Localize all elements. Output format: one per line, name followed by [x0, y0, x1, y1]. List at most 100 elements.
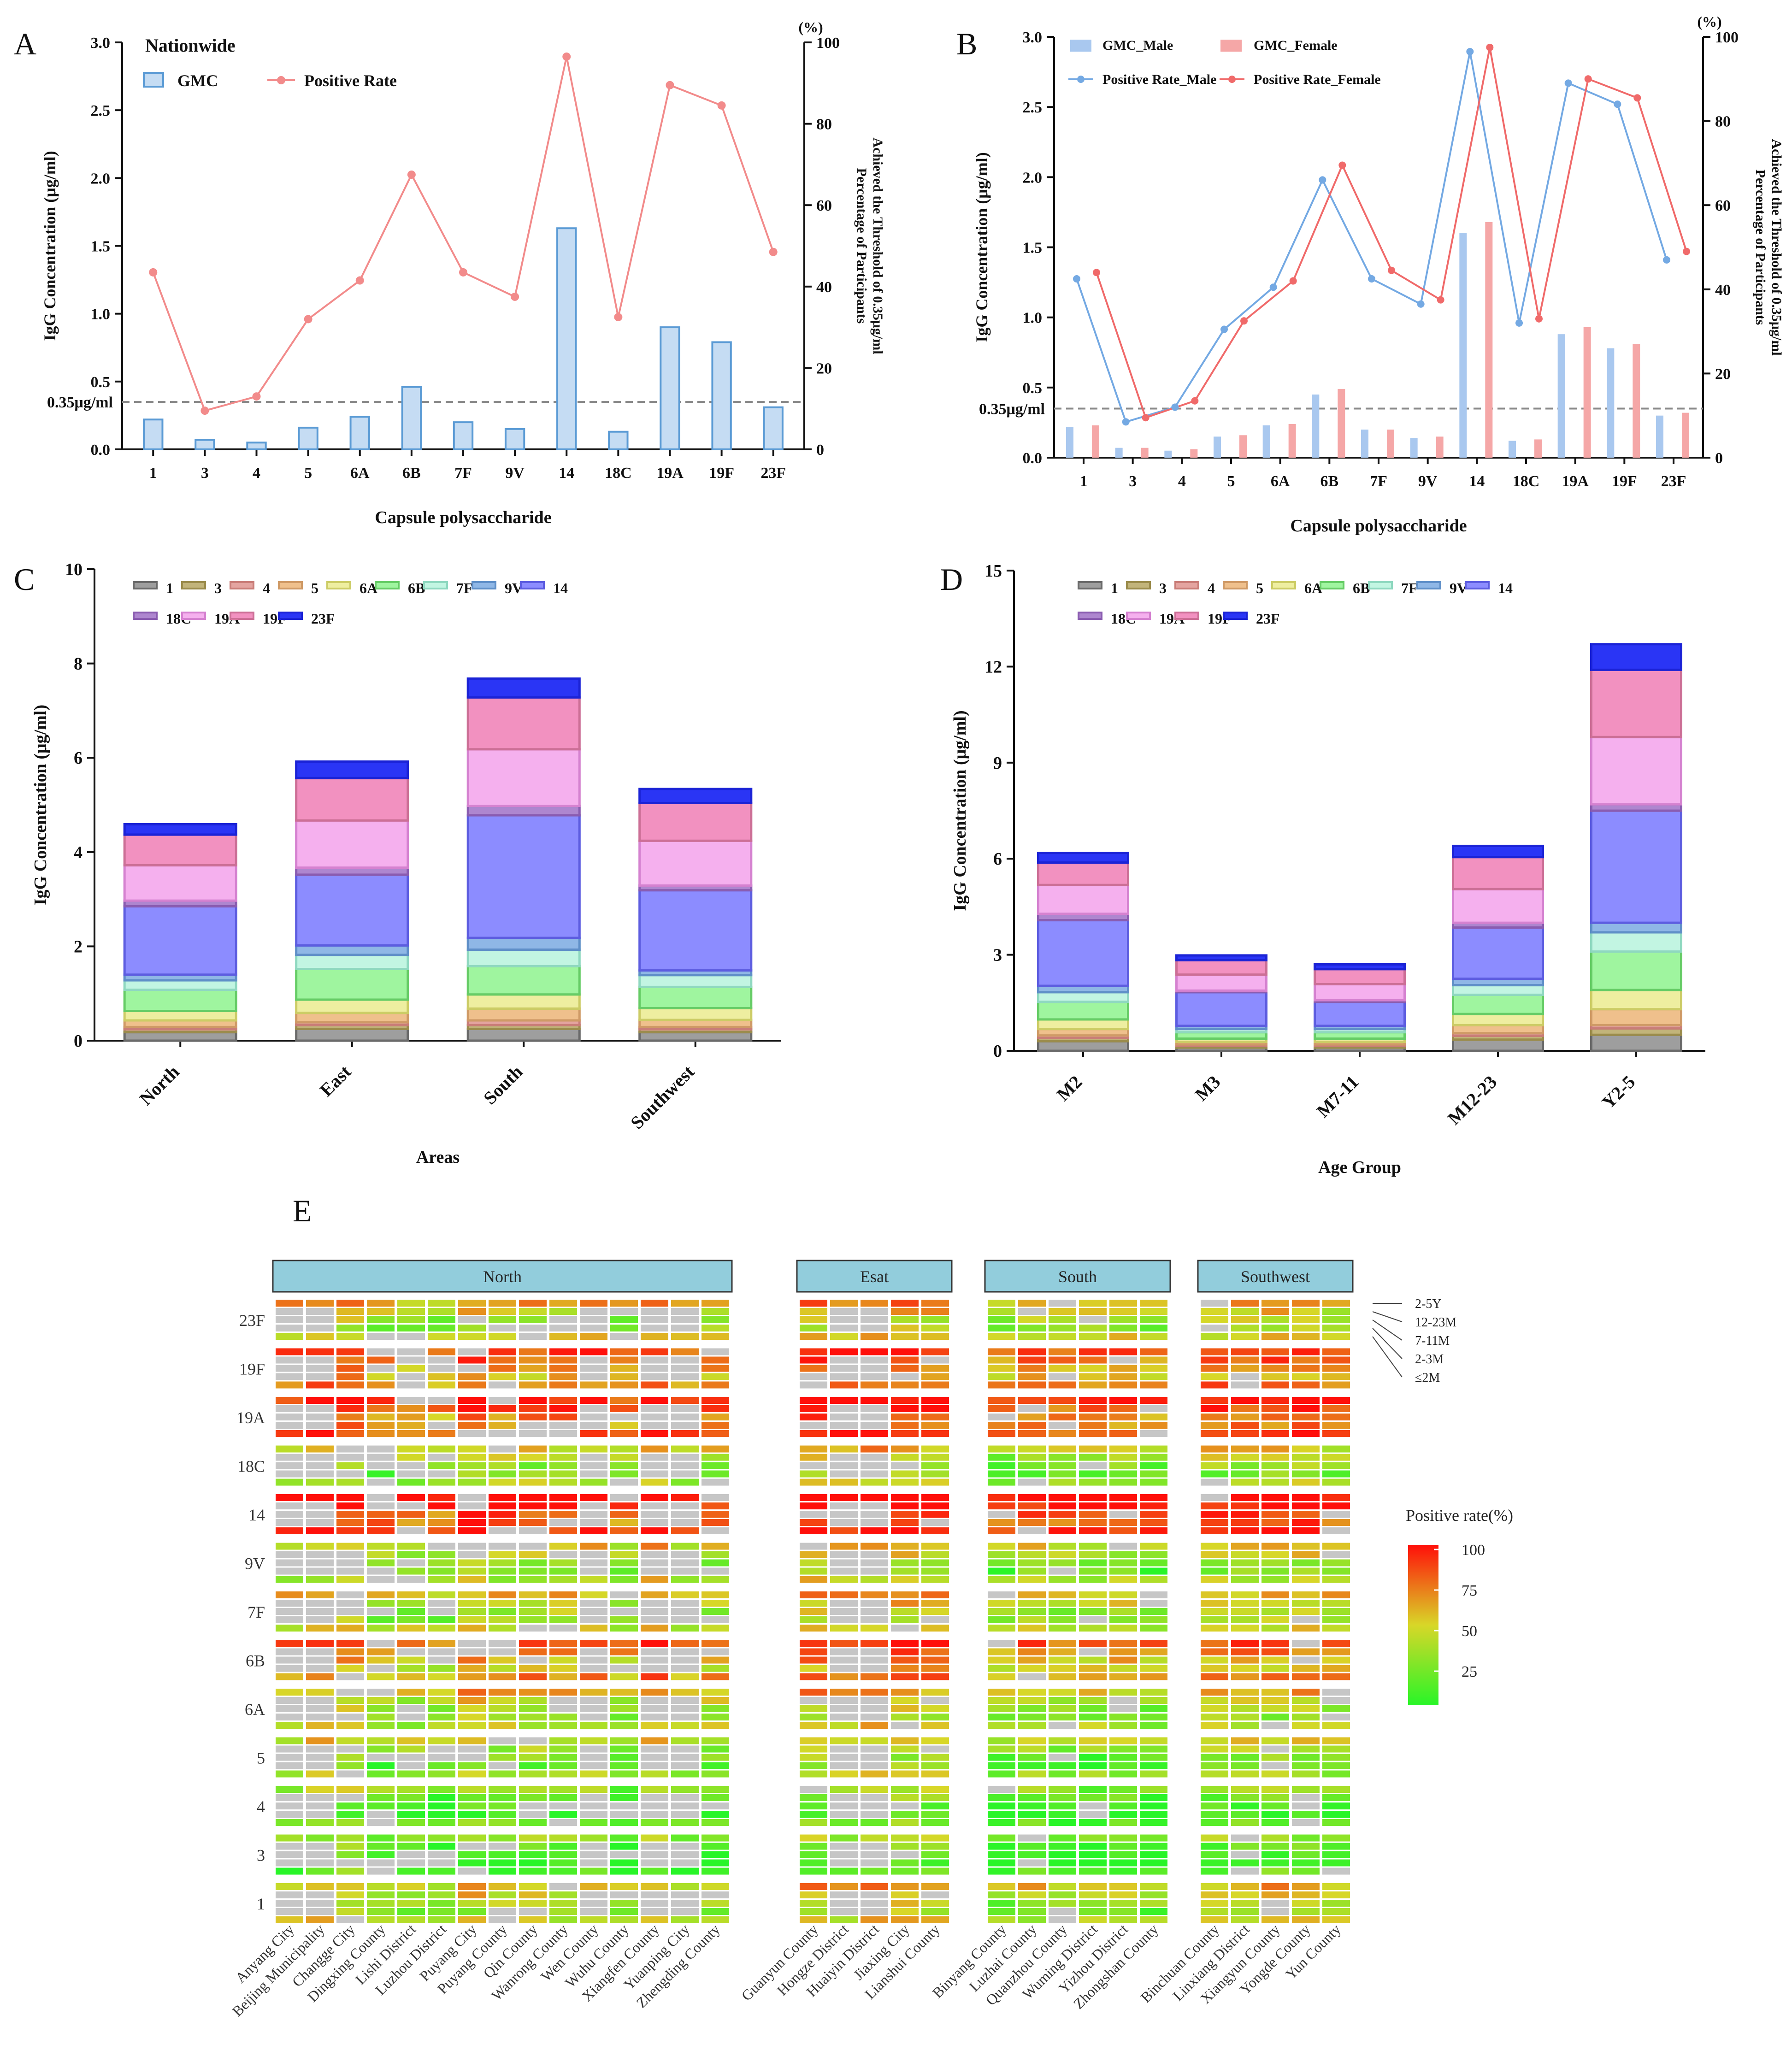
heatmap-cell — [336, 1714, 364, 1720]
heatmap-cell — [580, 1705, 607, 1712]
colorbar-tick-label: 50 — [1462, 1623, 1477, 1640]
heatmap-cell — [519, 1502, 547, 1509]
heatmap-cell — [701, 1625, 729, 1632]
x-axis-title: Areas — [416, 1148, 460, 1167]
heatmap-cell — [1322, 1811, 1350, 1818]
heatmap-cell — [489, 1462, 516, 1469]
stack-segment-1 — [638, 1031, 753, 1042]
heatmap-cell — [891, 1567, 919, 1575]
heatmap-cell — [861, 1454, 888, 1461]
heatmap-cell — [1201, 1900, 1228, 1907]
heatmap-cell — [306, 1859, 334, 1867]
heatmap-cell — [1018, 1640, 1046, 1647]
heatmap-cell — [367, 1648, 395, 1655]
heatmap-cell — [336, 1519, 364, 1526]
heatmap-cell — [830, 1714, 858, 1720]
heatmap-cell — [1049, 1851, 1076, 1858]
heatmap-cell — [276, 1567, 303, 1575]
heatmap-cell — [519, 1754, 547, 1761]
heatmap-cell — [1322, 1479, 1350, 1486]
heatmap-cell — [861, 1851, 888, 1858]
y2-tick-label: 100 — [1715, 29, 1739, 46]
heatmap-cell — [458, 1891, 486, 1898]
heatmap-cell — [367, 1511, 395, 1518]
stack-segment-19F — [1175, 959, 1267, 976]
heatmap-cell — [891, 1454, 919, 1461]
heatmap-cell — [549, 1397, 577, 1404]
heatmap-cell — [830, 1511, 858, 1518]
heatmap-cell — [988, 1462, 1015, 1469]
heatmap-cell — [1261, 1908, 1289, 1915]
heatmap-cell — [830, 1834, 858, 1842]
heatmap-cell — [800, 1770, 827, 1778]
heatmap-cell — [671, 1356, 699, 1364]
heatmap-cell — [671, 1576, 699, 1583]
heatmap-cell — [701, 1600, 729, 1607]
heatmap-cell — [367, 1859, 395, 1867]
heatmap-cell — [1018, 1803, 1046, 1809]
heatmap-cell — [610, 1365, 638, 1372]
heatmap-cell — [1049, 1454, 1076, 1461]
heatmap-cell — [1109, 1365, 1137, 1372]
heatmap-cell — [671, 1365, 699, 1372]
heatmap-cell — [549, 1462, 577, 1469]
heatmap-cell — [921, 1916, 949, 1923]
gmc-bar — [660, 326, 680, 450]
heatmap-cell — [580, 1300, 607, 1307]
heatmap-cell — [671, 1883, 699, 1890]
heatmap-cell — [428, 1843, 455, 1850]
y2-axis-title-line2: Achieved the Threshold of 0.35μg/ml — [1769, 139, 1784, 355]
heatmap-cell — [367, 1916, 395, 1923]
heatmap-cell — [1201, 1722, 1228, 1729]
heatmap-cell — [800, 1762, 827, 1769]
heatmap-cell — [891, 1625, 919, 1632]
heatmap-cell — [458, 1916, 486, 1923]
heatmap-cell — [1322, 1511, 1350, 1518]
heatmap-cell — [921, 1883, 949, 1890]
heatmap-cell — [641, 1333, 668, 1340]
heatmap-cell — [580, 1373, 607, 1380]
heatmap-cell — [306, 1697, 334, 1704]
heatmap-cell — [1079, 1745, 1107, 1753]
y-tick-label: 12 — [984, 657, 1002, 677]
heatmap-cell — [276, 1405, 303, 1412]
gmc-female-bar — [1682, 412, 1689, 458]
stack-segment-19F — [638, 801, 753, 842]
heatmap-cell — [1109, 1722, 1137, 1729]
heatmap-cell — [800, 1616, 827, 1623]
gmc-bar — [711, 341, 732, 451]
heatmap-cell — [1018, 1559, 1046, 1567]
positive-rate-female-point — [1191, 397, 1199, 405]
heatmap-cell — [891, 1365, 919, 1372]
heatmap-cell — [458, 1470, 486, 1478]
heatmap-cell — [1049, 1834, 1076, 1842]
heatmap-cell — [519, 1843, 547, 1850]
legend-swatch-3 — [1126, 581, 1151, 589]
positive-rate-male-point — [1417, 300, 1425, 308]
heatmap-cell — [1261, 1325, 1289, 1331]
heatmap-cell — [701, 1576, 729, 1583]
heatmap-cell — [1261, 1316, 1289, 1323]
legend-label-5: 5 — [1256, 580, 1263, 596]
heatmap-cell — [830, 1697, 858, 1704]
heatmap-cell — [306, 1414, 334, 1420]
heatmap-cell — [701, 1373, 729, 1380]
heatmap-cell — [1109, 1770, 1137, 1778]
gmc-female-bar — [1583, 327, 1591, 458]
heatmap-cell — [610, 1803, 638, 1809]
heatmap-cell — [397, 1567, 425, 1575]
heatmap-cell — [1261, 1414, 1289, 1420]
heatmap-cell — [610, 1851, 638, 1858]
legend-swatch-7F — [423, 581, 448, 589]
heatmap-cell — [1261, 1722, 1289, 1729]
heatmap-cell — [1322, 1786, 1350, 1793]
heatmap-cell — [800, 1422, 827, 1429]
heatmap-cell — [519, 1414, 547, 1420]
heatmap-cell — [367, 1333, 395, 1340]
stack-segment-5 — [466, 1007, 581, 1022]
heatmap-cell — [1261, 1851, 1289, 1858]
heatmap-cell — [1292, 1722, 1320, 1729]
heatmap-cell — [641, 1770, 668, 1778]
heatmap-cell — [1049, 1843, 1076, 1850]
heatmap-cell — [891, 1470, 919, 1478]
